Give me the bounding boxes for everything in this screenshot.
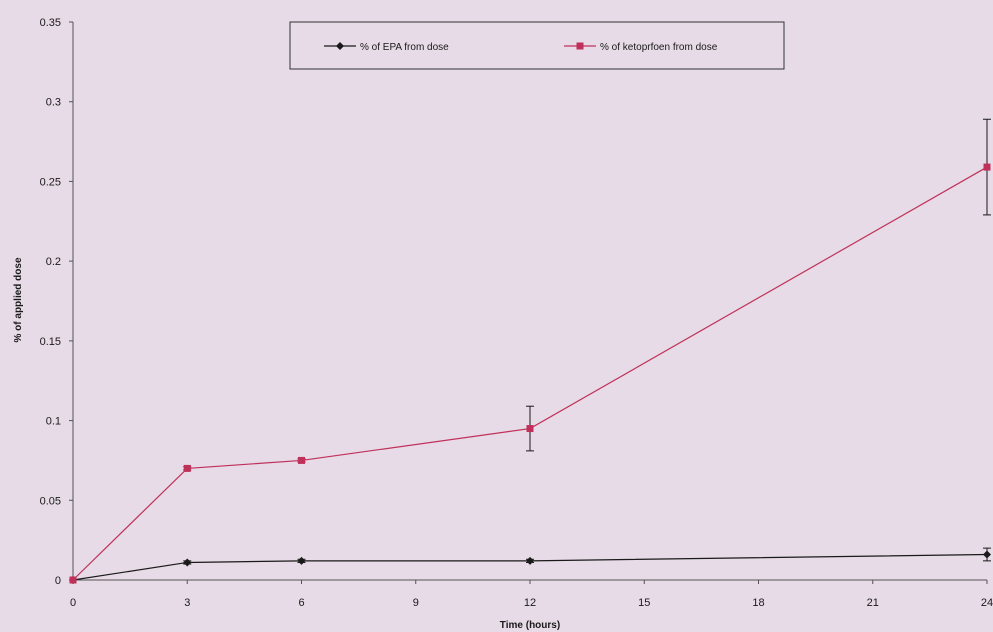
data-point <box>183 464 191 472</box>
x-axis-title: Time (hours) <box>500 620 560 631</box>
y-tick-label: 0.3 <box>46 97 61 109</box>
legend-label-keto: % of ketoprfoen from dose <box>600 42 718 53</box>
y-tick-label: 0.25 <box>40 176 61 188</box>
data-point <box>526 556 534 565</box>
x-tick-label: 0 <box>70 597 76 609</box>
data-point <box>983 550 991 559</box>
x-tick-label: 24 <box>981 597 993 609</box>
legend: % of EPA from dose % of ketoprfoen from … <box>289 21 785 70</box>
x-tick-label: 6 <box>298 597 304 609</box>
x-tick-label: 9 <box>413 597 419 609</box>
legend-marker-keto <box>576 42 584 50</box>
data-point <box>298 456 305 464</box>
series-line <box>72 166 988 581</box>
x-tick-label: 18 <box>752 597 764 609</box>
series-layer <box>69 118 991 584</box>
y-tick-label: 0.35 <box>40 17 61 29</box>
x-tick-label: 3 <box>184 597 190 609</box>
series-1 <box>69 118 991 584</box>
data-point <box>297 556 306 565</box>
x-ticks: 0 3 6 9 12 15 18 21 24 <box>70 580 993 609</box>
data-point <box>526 425 534 433</box>
y-tick-label: 0.15 <box>40 336 61 348</box>
y-tick-label: 0.1 <box>46 416 61 428</box>
y-ticks: 0 0.05 0.1 0.15 0.2 0.25 0.3 0.35 <box>40 17 73 587</box>
data-point <box>183 558 192 567</box>
data-point <box>983 163 991 171</box>
y-axis-title: % of applied dose <box>13 257 24 342</box>
legend-marker-epa <box>336 42 344 50</box>
axes <box>72 22 987 581</box>
x-tick-label: 15 <box>638 597 650 609</box>
y-tick-label: 0 <box>55 575 61 587</box>
series-0 <box>69 547 991 584</box>
y-tick-label: 0.05 <box>40 495 61 507</box>
x-tick-label: 12 <box>524 597 536 609</box>
legend-label-epa: % of EPA from dose <box>360 42 449 53</box>
data-point <box>69 576 77 584</box>
y-tick-label: 0.2 <box>46 256 61 268</box>
x-tick-label: 21 <box>867 597 879 609</box>
legend-box <box>289 21 785 70</box>
